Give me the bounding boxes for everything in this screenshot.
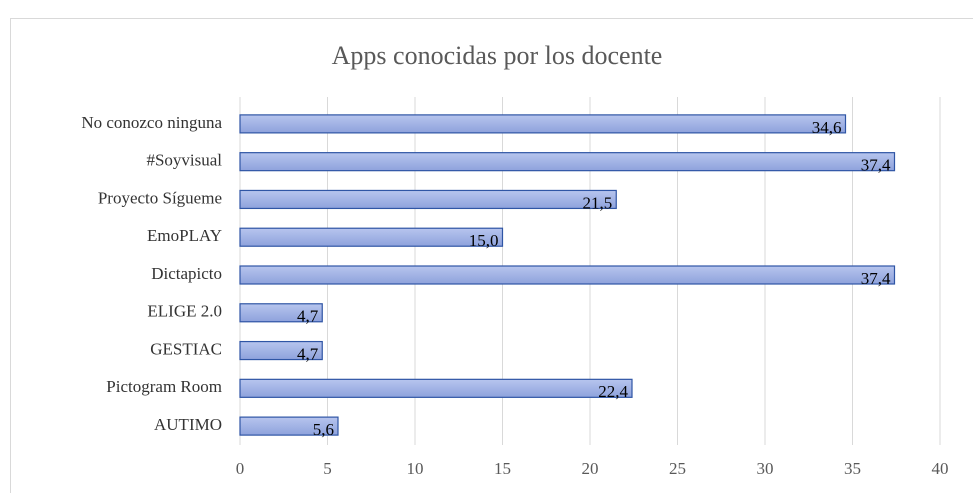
y-tick-label: Dictapicto xyxy=(151,264,222,283)
bar xyxy=(239,303,323,323)
chart-frame xyxy=(10,18,973,493)
bar xyxy=(239,378,633,398)
x-tick-label: 5 xyxy=(323,459,332,478)
y-tick-label: Proyecto Sígueme xyxy=(98,188,222,207)
bar xyxy=(239,152,896,172)
x-tick-label: 40 xyxy=(932,459,949,478)
bar xyxy=(239,340,323,361)
bar xyxy=(239,189,617,210)
data-label: 37,4 xyxy=(861,269,891,288)
x-tick-label: 30 xyxy=(757,459,774,478)
data-label: 37,4 xyxy=(861,156,891,175)
data-label: 4,7 xyxy=(297,344,319,363)
bar xyxy=(239,265,896,285)
bar xyxy=(239,114,847,134)
bar xyxy=(239,227,504,247)
bar xyxy=(239,416,339,436)
y-tick-label: ELIGE 2.0 xyxy=(147,302,222,321)
y-tick-label: #Soyvisual xyxy=(146,151,222,170)
y-tick-label: Pictogram Room xyxy=(106,377,222,396)
data-label: 15,0 xyxy=(469,231,499,250)
x-tick-label: 0 xyxy=(236,459,245,478)
x-tick-label: 10 xyxy=(407,459,424,478)
y-tick-label: No conozco ninguna xyxy=(81,113,222,132)
x-tick-label: 20 xyxy=(582,459,599,478)
chart-title: Apps conocidas por los docente xyxy=(332,41,663,70)
data-label: 5,6 xyxy=(313,420,334,439)
x-tick-label: 25 xyxy=(669,459,686,478)
data-label: 4,7 xyxy=(297,307,319,326)
x-tick-label: 35 xyxy=(844,459,861,478)
x-tick-label: 15 xyxy=(494,459,511,478)
y-tick-label: GESTIAC xyxy=(150,339,222,358)
data-label: 21,5 xyxy=(583,193,613,212)
data-label: 22,4 xyxy=(598,382,628,401)
y-tick-label: EmoPLAY xyxy=(147,226,222,245)
y-tick-label: AUTIMO xyxy=(154,415,222,434)
data-label: 34,6 xyxy=(812,118,842,137)
